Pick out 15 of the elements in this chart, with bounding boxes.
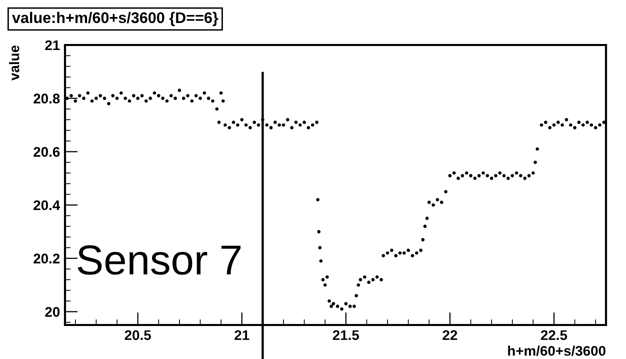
y-tick-label: 20.8 — [34, 94, 60, 104]
y-axis-title: value — [9, 45, 20, 80]
annotation: Sensor 7 — [78, 245, 240, 275]
chart-title: value:h+m/60+s/3600 {D==6} — [12, 12, 218, 26]
y-tick-label: 21 — [45, 40, 60, 50]
y-tick-label: 20 — [45, 307, 60, 317]
x-tick-label: 22.5 — [540, 330, 568, 340]
y-tick-label: 20.4 — [34, 200, 60, 210]
x-tick-label: 20.5 — [124, 330, 151, 340]
x-tick-label: 21 — [234, 330, 250, 340]
x-tick-label: 21.5 — [332, 330, 360, 340]
x-axis-title: h+m/60+s/3600 — [508, 346, 606, 356]
y-tick-label: 20.2 — [34, 254, 60, 264]
y-tick-label: 20.6 — [34, 147, 60, 157]
x-tick-label: 22 — [442, 330, 458, 340]
